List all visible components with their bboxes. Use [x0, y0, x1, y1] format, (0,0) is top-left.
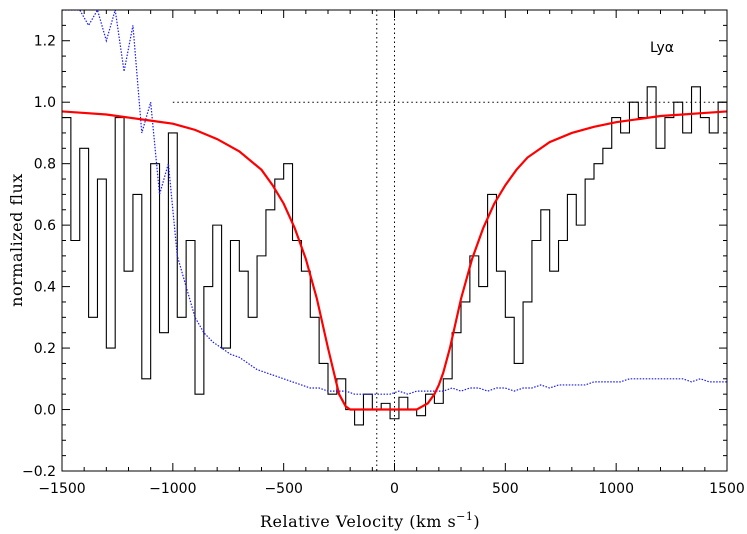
x-tick-label: −500 [264, 481, 302, 497]
series-line-1 [62, 10, 727, 395]
y-tick-label: 0.8 [34, 157, 56, 173]
y-tick-label: 0.6 [34, 218, 56, 234]
series-line-2 [62, 110, 727, 411]
x-tick-label: 500 [492, 481, 519, 497]
y-tick-label: 0.0 [34, 403, 56, 419]
x-axis-ticks: −1500 −1000 −500 0 500 1000 1500 [38, 10, 745, 497]
y-axis-ticks: −0.2 0.0 0.2 0.4 0.6 0.8 1.0 1.2 [22, 9, 727, 480]
x-axis-title-main: Relative Velocity (km s [260, 512, 456, 531]
series-layer [62, 10, 727, 426]
x-tick-label: −1500 [38, 481, 85, 497]
x-axis-title: Relative Velocity (km s−1) [260, 510, 480, 531]
y-tick-label: 0.4 [34, 280, 56, 296]
x-tick-label: 1000 [598, 481, 634, 497]
series-line-0 [62, 86, 727, 426]
ly-alpha-label: Lyα [650, 40, 674, 56]
y-axis-title: normalized flux [7, 173, 26, 307]
x-axis-title-sup: −1 [456, 510, 473, 523]
y-tick-label: −0.2 [22, 464, 56, 480]
x-tick-label: −1000 [149, 481, 196, 497]
y-tick-label: 1.0 [34, 95, 56, 111]
x-axis-title-close: ) [473, 512, 480, 531]
y-tick-label: 0.2 [34, 341, 56, 357]
reference-lines [172, 10, 727, 471]
x-tick-label: 1500 [709, 481, 745, 497]
x-tick-label: 0 [390, 481, 399, 497]
y-tick-label: 1.2 [34, 34, 56, 50]
